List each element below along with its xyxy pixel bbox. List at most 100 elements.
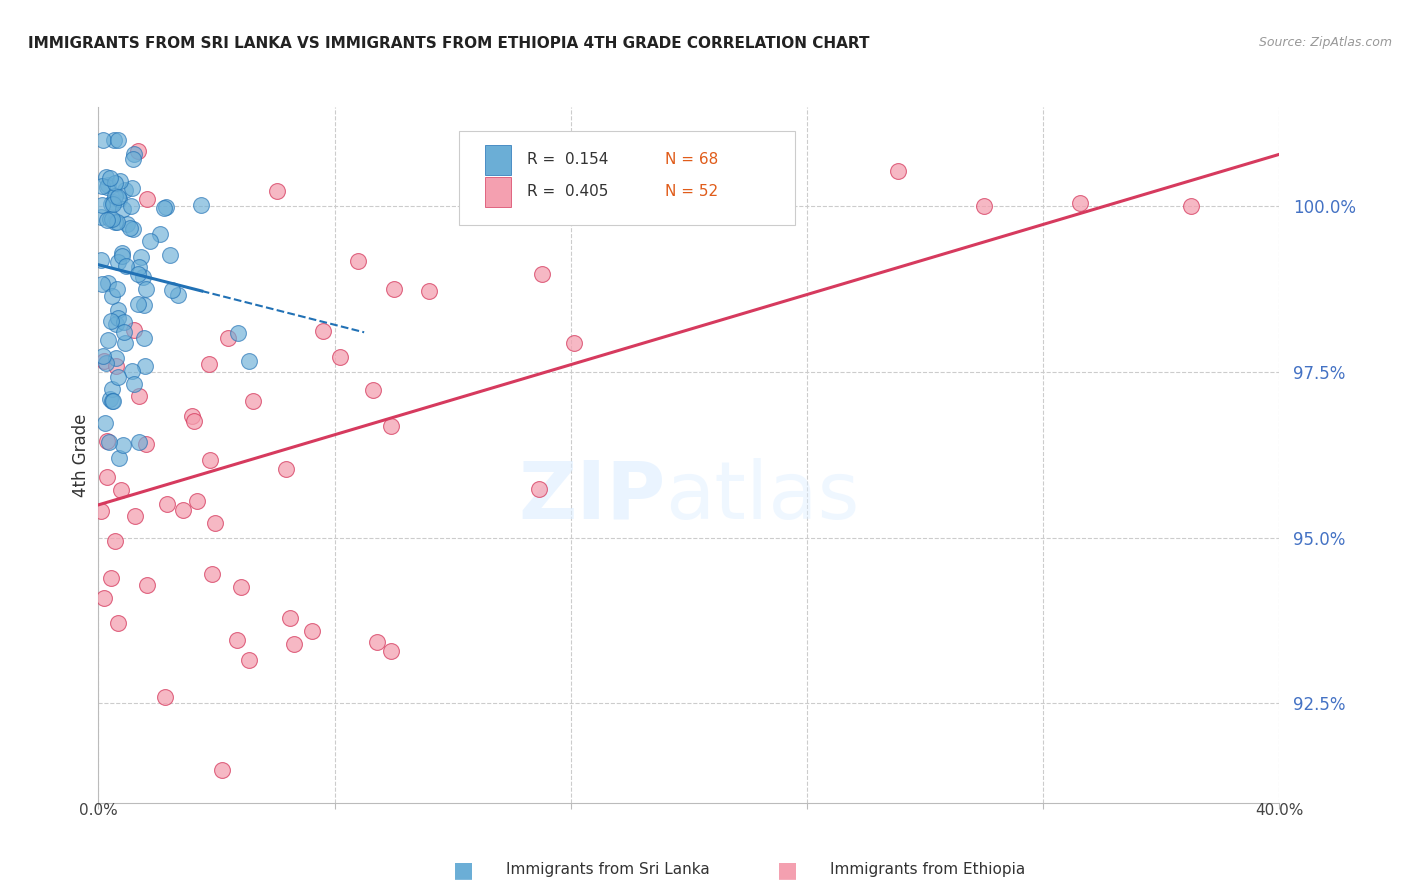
Point xyxy=(138,234,160,248)
Point xyxy=(278,611,301,625)
Point xyxy=(197,357,219,371)
Point xyxy=(118,220,141,235)
Point xyxy=(363,384,385,398)
Point xyxy=(98,212,121,227)
Text: N = 68: N = 68 xyxy=(665,152,718,167)
Point xyxy=(101,196,124,211)
Point xyxy=(238,653,260,667)
Point xyxy=(347,254,370,268)
Point xyxy=(111,246,134,260)
Point xyxy=(110,483,132,497)
Point xyxy=(96,434,118,448)
Point xyxy=(108,174,131,188)
Point xyxy=(127,297,149,311)
Point xyxy=(101,383,124,397)
Point xyxy=(134,359,156,373)
Point xyxy=(100,197,122,211)
Point xyxy=(97,333,120,347)
Point xyxy=(183,414,205,428)
Point xyxy=(98,171,121,186)
Point xyxy=(128,389,150,403)
Point xyxy=(114,335,136,350)
Point xyxy=(104,534,127,549)
Text: ■: ■ xyxy=(454,860,474,880)
Point xyxy=(97,434,120,449)
Point xyxy=(382,282,405,296)
Point xyxy=(104,176,127,190)
Point xyxy=(127,145,149,159)
Point xyxy=(103,195,125,210)
Point xyxy=(122,152,145,166)
Point xyxy=(127,267,149,281)
Point xyxy=(266,184,288,198)
Point xyxy=(122,222,145,236)
Point xyxy=(115,217,138,231)
Point xyxy=(107,282,129,296)
Point xyxy=(531,268,554,282)
Point xyxy=(96,470,118,484)
Point xyxy=(112,315,135,329)
Point xyxy=(973,199,995,213)
Point xyxy=(111,202,134,216)
Point xyxy=(122,323,145,337)
Point xyxy=(200,453,222,467)
FancyBboxPatch shape xyxy=(458,131,796,226)
Point xyxy=(166,288,188,302)
Text: ZIP: ZIP xyxy=(517,458,665,536)
Point xyxy=(132,298,155,312)
Point xyxy=(274,462,297,476)
Point xyxy=(94,417,117,431)
Point xyxy=(226,632,249,647)
Point xyxy=(107,310,129,325)
Point xyxy=(107,192,129,206)
Point xyxy=(107,189,129,203)
Point xyxy=(91,179,114,194)
Point xyxy=(90,252,112,267)
Point xyxy=(107,369,129,384)
Point xyxy=(156,497,179,511)
Text: N = 52: N = 52 xyxy=(665,185,718,200)
Point xyxy=(107,254,129,268)
Point xyxy=(107,302,129,317)
Point xyxy=(90,504,112,518)
Point xyxy=(107,133,129,147)
Point xyxy=(132,331,155,345)
Point xyxy=(104,189,127,203)
Point xyxy=(100,571,122,585)
Point xyxy=(96,178,118,192)
Point xyxy=(96,212,118,227)
Point xyxy=(135,578,157,592)
Point xyxy=(121,181,143,195)
Point xyxy=(172,503,194,517)
Point xyxy=(120,199,142,213)
Bar xyxy=(485,145,510,175)
Point xyxy=(887,164,910,178)
Point xyxy=(124,508,146,523)
Point xyxy=(228,326,250,340)
Point xyxy=(238,353,260,368)
Point xyxy=(380,418,402,433)
Point xyxy=(129,250,152,264)
Point xyxy=(153,690,176,704)
Point xyxy=(98,392,121,406)
Point xyxy=(107,616,129,631)
Point xyxy=(190,198,212,212)
Point xyxy=(135,437,157,451)
Point xyxy=(105,317,128,331)
Point xyxy=(96,179,118,194)
Text: R =  0.154: R = 0.154 xyxy=(527,152,609,167)
Point xyxy=(132,269,155,284)
Point xyxy=(527,482,550,496)
Point xyxy=(90,198,112,212)
Point xyxy=(122,377,145,392)
Point xyxy=(1069,196,1091,211)
Point xyxy=(91,133,114,147)
Point xyxy=(181,409,204,424)
Point xyxy=(105,215,128,229)
Point xyxy=(90,277,112,292)
Point xyxy=(136,192,159,206)
Point xyxy=(201,566,224,581)
Text: R =  0.405: R = 0.405 xyxy=(527,185,609,200)
Point xyxy=(301,624,323,638)
Point xyxy=(93,354,115,368)
